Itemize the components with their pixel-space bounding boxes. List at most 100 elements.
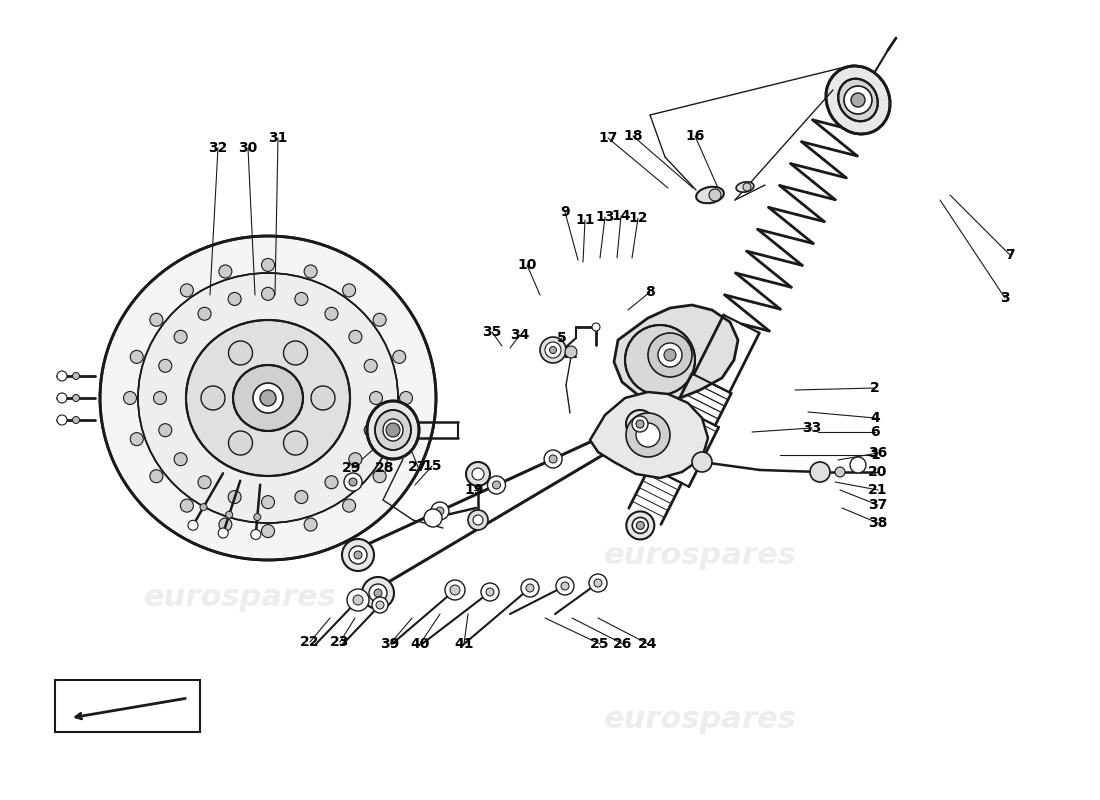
Circle shape [424, 509, 442, 527]
Circle shape [549, 455, 557, 463]
Circle shape [158, 359, 172, 372]
Circle shape [57, 371, 67, 381]
Circle shape [228, 293, 241, 306]
Circle shape [73, 394, 79, 402]
Circle shape [810, 462, 830, 482]
Text: 2: 2 [870, 381, 880, 395]
Circle shape [544, 342, 561, 358]
Circle shape [254, 514, 261, 521]
Text: 17: 17 [598, 131, 618, 145]
Circle shape [218, 528, 228, 538]
Circle shape [710, 189, 720, 201]
Circle shape [73, 373, 79, 379]
Circle shape [466, 462, 490, 486]
Text: 35: 35 [482, 325, 502, 339]
Circle shape [198, 476, 211, 489]
Circle shape [526, 584, 534, 592]
Circle shape [295, 293, 308, 306]
Text: 38: 38 [868, 516, 888, 530]
Circle shape [228, 490, 241, 503]
Text: 15: 15 [422, 459, 442, 473]
Circle shape [636, 423, 660, 447]
Circle shape [229, 341, 253, 365]
Circle shape [262, 258, 275, 271]
Circle shape [632, 518, 648, 534]
Circle shape [521, 579, 539, 597]
Text: eurospares: eurospares [144, 370, 337, 399]
Text: 24: 24 [638, 637, 658, 651]
Circle shape [349, 546, 367, 564]
Circle shape [262, 496, 275, 509]
Circle shape [130, 433, 143, 446]
Text: 28: 28 [375, 461, 395, 475]
Circle shape [150, 470, 163, 482]
Text: eurospares: eurospares [604, 541, 796, 570]
Text: 4: 4 [870, 411, 880, 425]
Circle shape [346, 589, 368, 611]
Text: eurospares: eurospares [604, 706, 796, 734]
Ellipse shape [186, 320, 350, 476]
Circle shape [180, 499, 194, 512]
Ellipse shape [233, 365, 302, 431]
Text: 9: 9 [560, 205, 570, 219]
Circle shape [130, 350, 143, 363]
Circle shape [487, 476, 506, 494]
Text: 14: 14 [612, 209, 630, 223]
Ellipse shape [383, 419, 403, 441]
Circle shape [450, 585, 460, 595]
Ellipse shape [838, 78, 878, 122]
Circle shape [150, 314, 163, 326]
Circle shape [364, 359, 377, 372]
Circle shape [844, 86, 872, 114]
Text: 22: 22 [300, 635, 320, 649]
Circle shape [386, 423, 400, 437]
Ellipse shape [100, 236, 436, 560]
Circle shape [253, 383, 283, 413]
Circle shape [229, 431, 253, 455]
Circle shape [540, 337, 566, 363]
Circle shape [174, 453, 187, 466]
Circle shape [626, 511, 654, 539]
Circle shape [344, 473, 362, 491]
Circle shape [544, 450, 562, 468]
Text: 11: 11 [575, 213, 595, 227]
Text: 36: 36 [868, 446, 888, 460]
Text: 10: 10 [517, 258, 537, 272]
Circle shape [262, 287, 275, 300]
Circle shape [349, 453, 362, 466]
Text: 27: 27 [408, 460, 428, 474]
Circle shape [324, 476, 338, 489]
Text: 32: 32 [208, 141, 228, 155]
Circle shape [561, 582, 569, 590]
Circle shape [648, 333, 692, 377]
Polygon shape [614, 305, 738, 400]
Circle shape [550, 346, 557, 354]
Text: 7: 7 [1005, 248, 1015, 262]
Circle shape [251, 530, 261, 539]
Circle shape [373, 314, 386, 326]
Circle shape [284, 431, 308, 455]
Text: 26: 26 [614, 637, 632, 651]
Text: 18: 18 [624, 129, 642, 143]
Circle shape [851, 93, 865, 107]
Circle shape [362, 577, 394, 609]
Circle shape [219, 518, 232, 531]
Ellipse shape [736, 182, 754, 192]
Circle shape [260, 390, 276, 406]
Circle shape [431, 502, 449, 520]
Circle shape [353, 595, 363, 605]
Circle shape [692, 452, 712, 472]
Circle shape [565, 346, 578, 358]
Circle shape [304, 518, 317, 531]
Circle shape [376, 601, 384, 609]
Circle shape [372, 597, 388, 613]
Circle shape [342, 284, 355, 297]
Circle shape [324, 307, 338, 320]
Text: 39: 39 [381, 637, 399, 651]
Text: 8: 8 [645, 285, 654, 299]
Text: 30: 30 [239, 141, 257, 155]
Circle shape [158, 424, 172, 437]
Circle shape [219, 265, 232, 278]
Circle shape [311, 386, 336, 410]
Text: 20: 20 [868, 465, 888, 479]
